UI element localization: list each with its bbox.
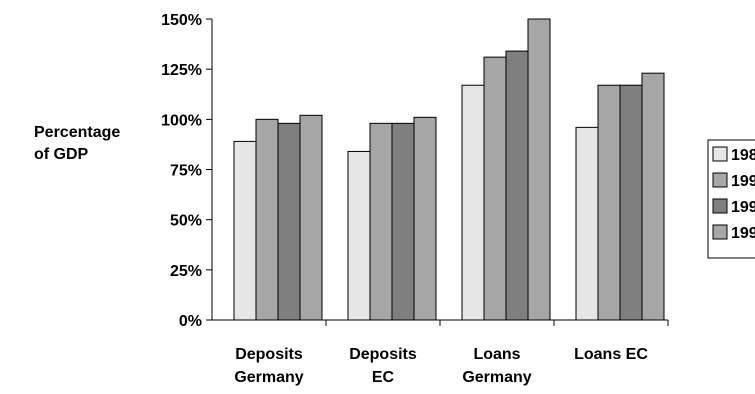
legend-swatch-1985 [712,146,728,162]
legend-swatch-1998 [712,224,728,240]
bar-1995-cat-0 [277,122,301,321]
bar-1990-cat-0 [255,118,279,321]
bar-1998-cat-2 [527,18,551,321]
bar-1985-cat-0 [233,140,257,321]
y-tick-label: 50% [170,213,202,230]
y-tick-label: 0% [179,313,202,330]
bar-1998-cat-0 [299,114,323,321]
x-category-label: Deposits [349,346,417,363]
x-category-label: Germany [234,369,303,386]
bar-1995-cat-2 [505,50,529,321]
y-tick-labels: 0% 25% 50% 75% 100% 125% 150% [161,12,202,330]
bar-1998-cat-1 [413,116,437,321]
x-category-labels: Deposits Germany Deposits EC Loans Germany Loa… [234,346,648,386]
x-category-label: Loans [473,346,520,363]
legend-label-1985: 1985 [731,147,755,164]
y-axis-label: Percentage of GDP [34,124,120,163]
y-axis-label-line-1: Percentage [34,124,120,141]
legend: 1985 1990 1995 1998 [707,139,755,259]
bars [233,18,665,321]
bar-1985-cat-2 [461,84,485,321]
y-tick-label: 150% [161,12,202,29]
legend-label-1995: 1995 [731,199,755,216]
y-tick-label: 125% [161,62,202,79]
bar-1990-cat-2 [483,56,507,321]
bar-1990-cat-1 [369,122,393,321]
x-category-label: Germany [462,369,531,386]
x-category-label: Loans EC [574,346,648,363]
x-category-label: Deposits [235,346,303,363]
legend-swatch-1990 [712,172,728,188]
x-category-label: EC [372,369,395,386]
y-axis-label-line-2: of GDP [34,146,89,163]
y-tick-label: 75% [170,163,202,180]
legend-label-1990: 1990 [731,173,755,190]
y-tick-label: 100% [161,112,202,129]
bar-1998-cat-3 [641,72,665,321]
legend-label-1998: 1998 [731,225,755,242]
bar-1995-cat-3 [619,84,643,321]
bar-1995-cat-1 [391,122,415,321]
legend-swatch-1995 [712,198,728,214]
axes [206,18,669,326]
bar-1990-cat-3 [597,84,621,321]
bar-1985-cat-3 [575,126,599,321]
bar-1985-cat-1 [347,150,371,321]
y-tick-label: 25% [170,263,202,280]
